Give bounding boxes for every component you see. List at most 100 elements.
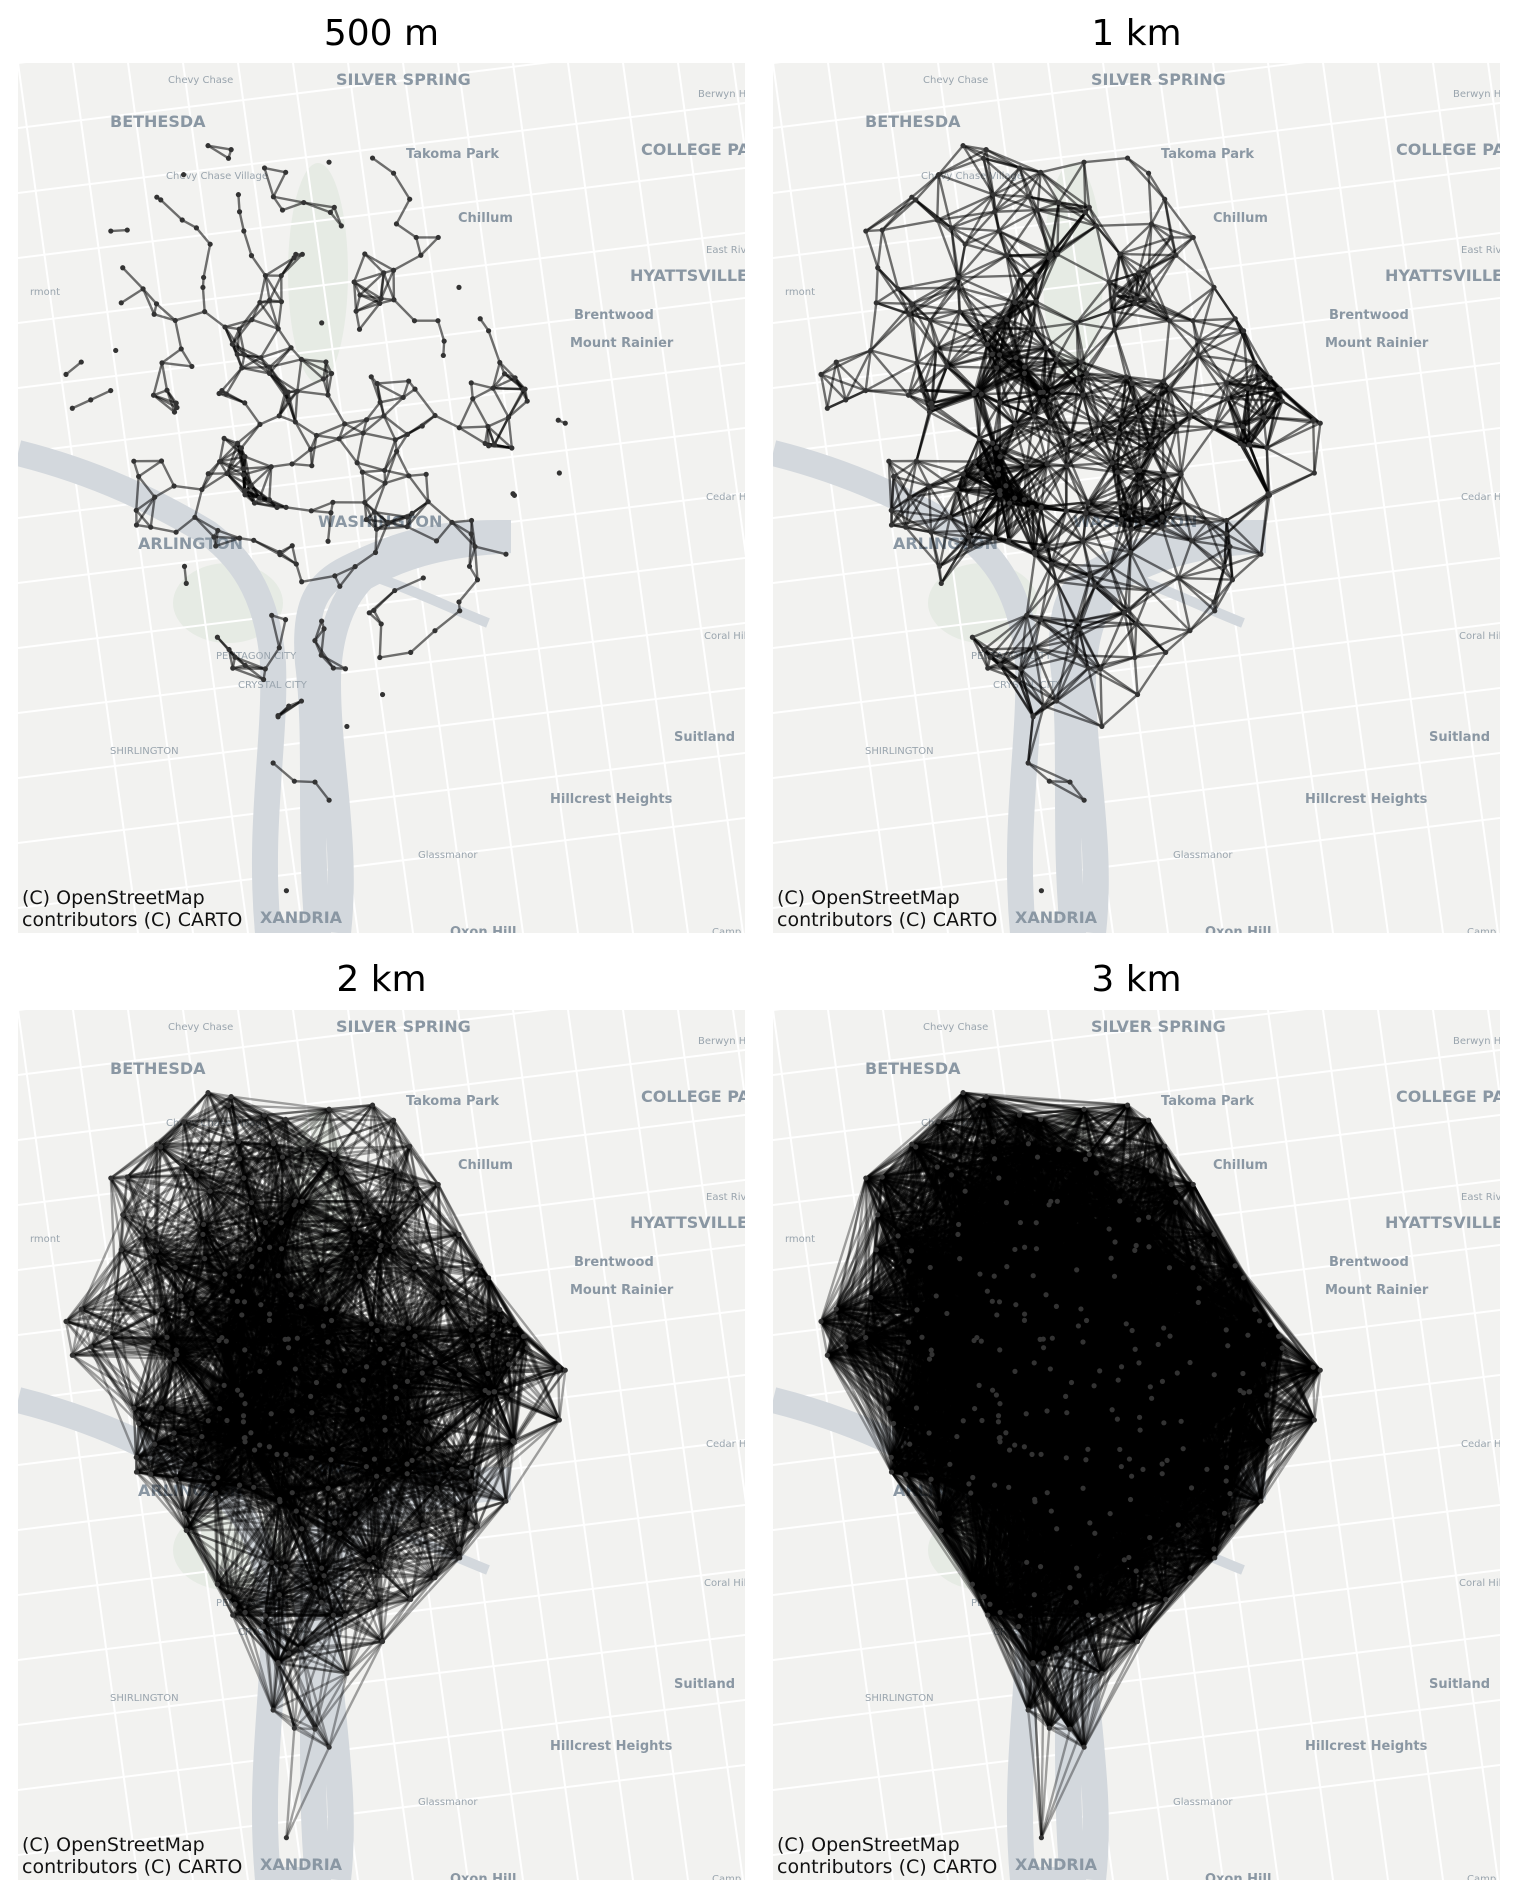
station-node: [120, 265, 126, 271]
network-edge: [244, 1257, 357, 1303]
network-edge: [1176, 425, 1183, 475]
station-node: [1121, 610, 1127, 616]
network-edge: [820, 373, 867, 392]
network-edge: [141, 1235, 164, 1311]
station-node: [379, 691, 386, 698]
network-edge: [224, 1200, 304, 1275]
network-edge: [473, 1390, 487, 1494]
network-edge: [243, 1301, 262, 1372]
station-node: [1037, 389, 1043, 395]
network-edge: [458, 578, 479, 603]
network-edge: [201, 1233, 227, 1275]
station-node: [1211, 284, 1217, 290]
network-edge: [311, 509, 332, 514]
network-edge: [243, 1222, 267, 1303]
network-edge: [1046, 462, 1067, 467]
network-edge: [1034, 646, 1077, 657]
network-edge: [936, 218, 952, 229]
station-node: [1112, 292, 1118, 298]
network-edge: [243, 1200, 304, 1303]
network-edge: [819, 374, 829, 409]
network-edge: [280, 1248, 325, 1327]
network-edge: [1013, 466, 1028, 499]
network-edge: [150, 526, 177, 534]
station-node: [1223, 531, 1229, 537]
network-edge: [1075, 575, 1091, 622]
station-node: [1031, 645, 1037, 651]
network-edge: [402, 1344, 414, 1461]
network-edge: [471, 1328, 524, 1338]
station-node: [1166, 318, 1173, 324]
network-edge: [468, 1493, 477, 1514]
station-node: [1260, 414, 1267, 420]
station-node: [505, 414, 512, 420]
network-edge: [281, 1227, 355, 1250]
network-edge: [284, 1522, 336, 1568]
station-node: [1064, 463, 1070, 469]
station-node: [888, 522, 895, 528]
network-edge: [258, 1248, 303, 1308]
station-node: [1317, 420, 1323, 426]
network-edge: [295, 1367, 364, 1382]
network-edge: [470, 1329, 490, 1394]
station-node: [275, 326, 281, 332]
station-node: [1073, 652, 1079, 658]
network-edge: [911, 302, 960, 313]
network-edge: [331, 1379, 365, 1450]
network-edge: [315, 1381, 386, 1432]
network-edge: [1045, 346, 1080, 380]
station-node: [279, 207, 286, 213]
station-node: [240, 472, 247, 478]
network-edge: [236, 329, 241, 355]
network-edge: [311, 1379, 364, 1414]
network-edge: [231, 1614, 279, 1664]
network-edge: [372, 1469, 390, 1558]
network-edge: [366, 414, 385, 421]
network-edge: [1131, 525, 1163, 531]
network-edge: [284, 1532, 341, 1568]
network-edge: [1226, 361, 1256, 400]
network-edge: [278, 1305, 303, 1364]
network-edge: [1166, 512, 1227, 522]
network-edge: [294, 779, 316, 784]
station-node: [242, 400, 248, 406]
network-edge: [1052, 390, 1084, 397]
network-edge: [972, 393, 981, 439]
network-edge: [1162, 340, 1201, 382]
network-edge: [359, 271, 385, 296]
network-edge: [470, 1265, 482, 1331]
station-node: [153, 301, 160, 307]
station-node: [368, 374, 374, 380]
network-edge: [314, 781, 331, 801]
network-edge: [208, 1190, 246, 1303]
network-edge: [377, 379, 409, 385]
network-edge: [870, 349, 918, 365]
station-node: [490, 385, 496, 391]
network-edge: [982, 158, 996, 212]
station-node: [108, 228, 114, 234]
network-edge: [470, 1329, 496, 1393]
network-edge: [291, 1457, 375, 1494]
station-node: [411, 318, 418, 324]
network-edge: [1033, 321, 1077, 330]
map-place-label: Takoma Park: [406, 147, 499, 162]
station-node: [328, 510, 334, 516]
network-edge: [218, 1301, 246, 1409]
station-node: [926, 409, 933, 415]
network-edge: [212, 1385, 226, 1484]
station-node: [1187, 412, 1193, 419]
network-edge: [457, 1493, 477, 1550]
network-edge: [1075, 322, 1080, 379]
network-edge: [329, 1379, 365, 1461]
network-edge: [983, 614, 1028, 651]
network-edge: [226, 472, 252, 487]
station-node: [1129, 526, 1135, 532]
network-edge: [380, 269, 395, 300]
station-node: [1168, 234, 1174, 241]
network-edge: [280, 1248, 293, 1296]
station-node: [989, 440, 996, 446]
station-node: [895, 286, 901, 292]
